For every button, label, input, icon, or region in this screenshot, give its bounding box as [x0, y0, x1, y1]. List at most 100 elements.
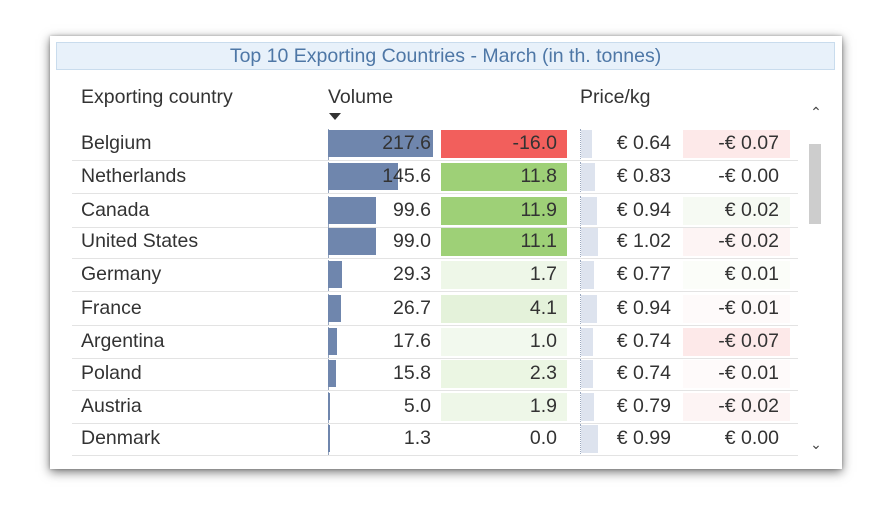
- country-name: Austria: [81, 395, 142, 417]
- volume-change-value: 1.7: [529, 263, 557, 285]
- country-name: Denmark: [81, 427, 161, 449]
- table-row[interactable]: Belgium 217.6 -16.0 € 0.64 -€ 0.07: [50, 129, 798, 161]
- price-cell: € 0.74: [580, 359, 673, 391]
- volume-cell: 145.6: [328, 162, 433, 194]
- price-change-value: -€ 0.07: [718, 330, 779, 352]
- price-change-value: -€ 0.00: [718, 165, 779, 187]
- table-row[interactable]: Canada 99.6 11.9 € 0.94 € 0.02: [50, 196, 798, 228]
- price-cell: € 0.79: [580, 392, 673, 424]
- volume-change-value: 11.1: [520, 230, 557, 252]
- table-row[interactable]: Argentina 17.6 1.0 € 0.74 -€ 0.07: [50, 327, 798, 359]
- volume-bar: [328, 360, 336, 387]
- price-value: € 0.94: [616, 199, 671, 221]
- price-value: € 0.83: [616, 165, 671, 187]
- table-row[interactable]: France 26.7 4.1 € 0.94 -€ 0.01: [50, 294, 798, 326]
- vertical-scrollbar[interactable]: ⌃ ⌄: [806, 84, 826, 462]
- price-change-cell: -€ 0.01: [683, 359, 790, 391]
- price-cell: € 0.77: [580, 260, 673, 292]
- volume-value: 26.7: [393, 297, 431, 319]
- price-change-cell: € 0.02: [683, 196, 790, 228]
- price-bar: [581, 425, 598, 453]
- price-bar: [581, 197, 597, 225]
- price-change-cell: € 0.01: [683, 260, 790, 292]
- volume-change-fill: [441, 328, 567, 356]
- table-row[interactable]: Netherlands 145.6 11.8 € 0.83 -€ 0.00: [50, 162, 798, 194]
- volume-change-value: 2.3: [529, 362, 557, 384]
- volume-bar: [328, 393, 331, 420]
- header-volume[interactable]: Volume: [328, 86, 394, 108]
- volume-change-cell: 11.1: [441, 227, 567, 259]
- price-axis: [580, 359, 581, 391]
- price-axis: [580, 424, 581, 456]
- chevron-down-icon[interactable]: ⌄: [810, 436, 822, 452]
- price-change-cell: -€ 0.07: [683, 327, 790, 359]
- header-exporting-country[interactable]: Exporting country: [81, 86, 233, 108]
- price-bar: [581, 328, 594, 356]
- volume-cell: 99.6: [328, 196, 433, 228]
- price-change-fill: [683, 328, 790, 356]
- price-value: € 0.74: [616, 362, 671, 384]
- row-divider: [72, 160, 798, 161]
- price-axis: [580, 392, 581, 424]
- price-change-cell: -€ 0.01: [683, 294, 790, 326]
- chevron-up-icon[interactable]: ⌃: [810, 104, 822, 120]
- volume-cell: 1.3: [328, 424, 433, 456]
- country-name: Netherlands: [81, 165, 187, 187]
- volume-change-value: -16.0: [512, 132, 557, 154]
- volume-cell: 99.0: [328, 227, 433, 259]
- volume-change-fill: [441, 425, 567, 453]
- price-change-fill: [683, 393, 790, 421]
- price-value: € 0.79: [616, 395, 671, 417]
- sort-descending-icon[interactable]: [329, 113, 341, 120]
- price-bar: [581, 261, 594, 289]
- volume-change-fill: [441, 130, 567, 158]
- table-row[interactable]: United States 99.0 11.1 € 1.02 -€ 0.02: [50, 227, 798, 259]
- volume-value: 15.8: [393, 362, 431, 384]
- volume-change-value: 1.9: [529, 395, 557, 417]
- volume-change-value: 11.8: [520, 165, 557, 187]
- exporting-countries-table: Top 10 Exporting Countries - March (in t…: [50, 36, 842, 469]
- price-bar: [581, 393, 595, 421]
- price-bar: [581, 360, 594, 388]
- price-cell: € 0.64: [580, 129, 673, 161]
- price-change-value: € 0.02: [724, 199, 779, 221]
- price-change-fill: [683, 360, 790, 388]
- volume-value: 99.6: [393, 199, 431, 221]
- volume-cell: 17.6: [328, 327, 433, 359]
- volume-change-cell: 11.9: [441, 196, 567, 228]
- row-divider: [72, 455, 798, 456]
- volume-bar: [328, 425, 330, 452]
- table-row[interactable]: Austria 5.0 1.9 € 0.79 -€ 0.02: [50, 392, 798, 424]
- price-change-cell: -€ 0.02: [683, 392, 790, 424]
- price-change-fill: [683, 197, 790, 225]
- price-change-cell: -€ 0.02: [683, 227, 790, 259]
- volume-value: 29.3: [393, 263, 431, 285]
- volume-value: 1.3: [403, 427, 431, 449]
- table-row[interactable]: Denmark 1.3 0.0 € 0.99 € 0.00: [50, 424, 798, 456]
- price-axis: [580, 129, 581, 161]
- price-value: € 1.02: [616, 230, 671, 252]
- volume-cell: 26.7: [328, 294, 433, 326]
- price-cell: € 0.83: [580, 162, 673, 194]
- volume-change-fill: [441, 228, 567, 256]
- header-price-per-kg[interactable]: Price/kg: [580, 86, 651, 108]
- volume-change-value: 4.1: [529, 297, 557, 319]
- country-name: Argentina: [81, 330, 165, 352]
- volume-cell: 5.0: [328, 392, 433, 424]
- row-divider: [72, 358, 798, 359]
- price-change-cell: -€ 0.07: [683, 129, 790, 161]
- price-cell: € 0.99: [580, 424, 673, 456]
- price-value: € 0.77: [616, 263, 671, 285]
- volume-bar: [328, 163, 399, 190]
- volume-change-fill: [441, 393, 567, 421]
- price-change-cell: € 0.00: [683, 424, 790, 456]
- table-row[interactable]: Poland 15.8 2.3 € 0.74 -€ 0.01: [50, 359, 798, 391]
- volume-cell: 15.8: [328, 359, 433, 391]
- price-change-value: € 0.00: [724, 427, 779, 449]
- price-change-fill: [683, 163, 790, 191]
- volume-change-cell: 0.0: [441, 424, 567, 456]
- table-row[interactable]: Germany 29.3 1.7 € 0.77 € 0.01: [50, 260, 798, 292]
- scrollbar-thumb[interactable]: [809, 144, 821, 224]
- price-change-fill: [683, 130, 790, 158]
- volume-bar: [328, 197, 377, 224]
